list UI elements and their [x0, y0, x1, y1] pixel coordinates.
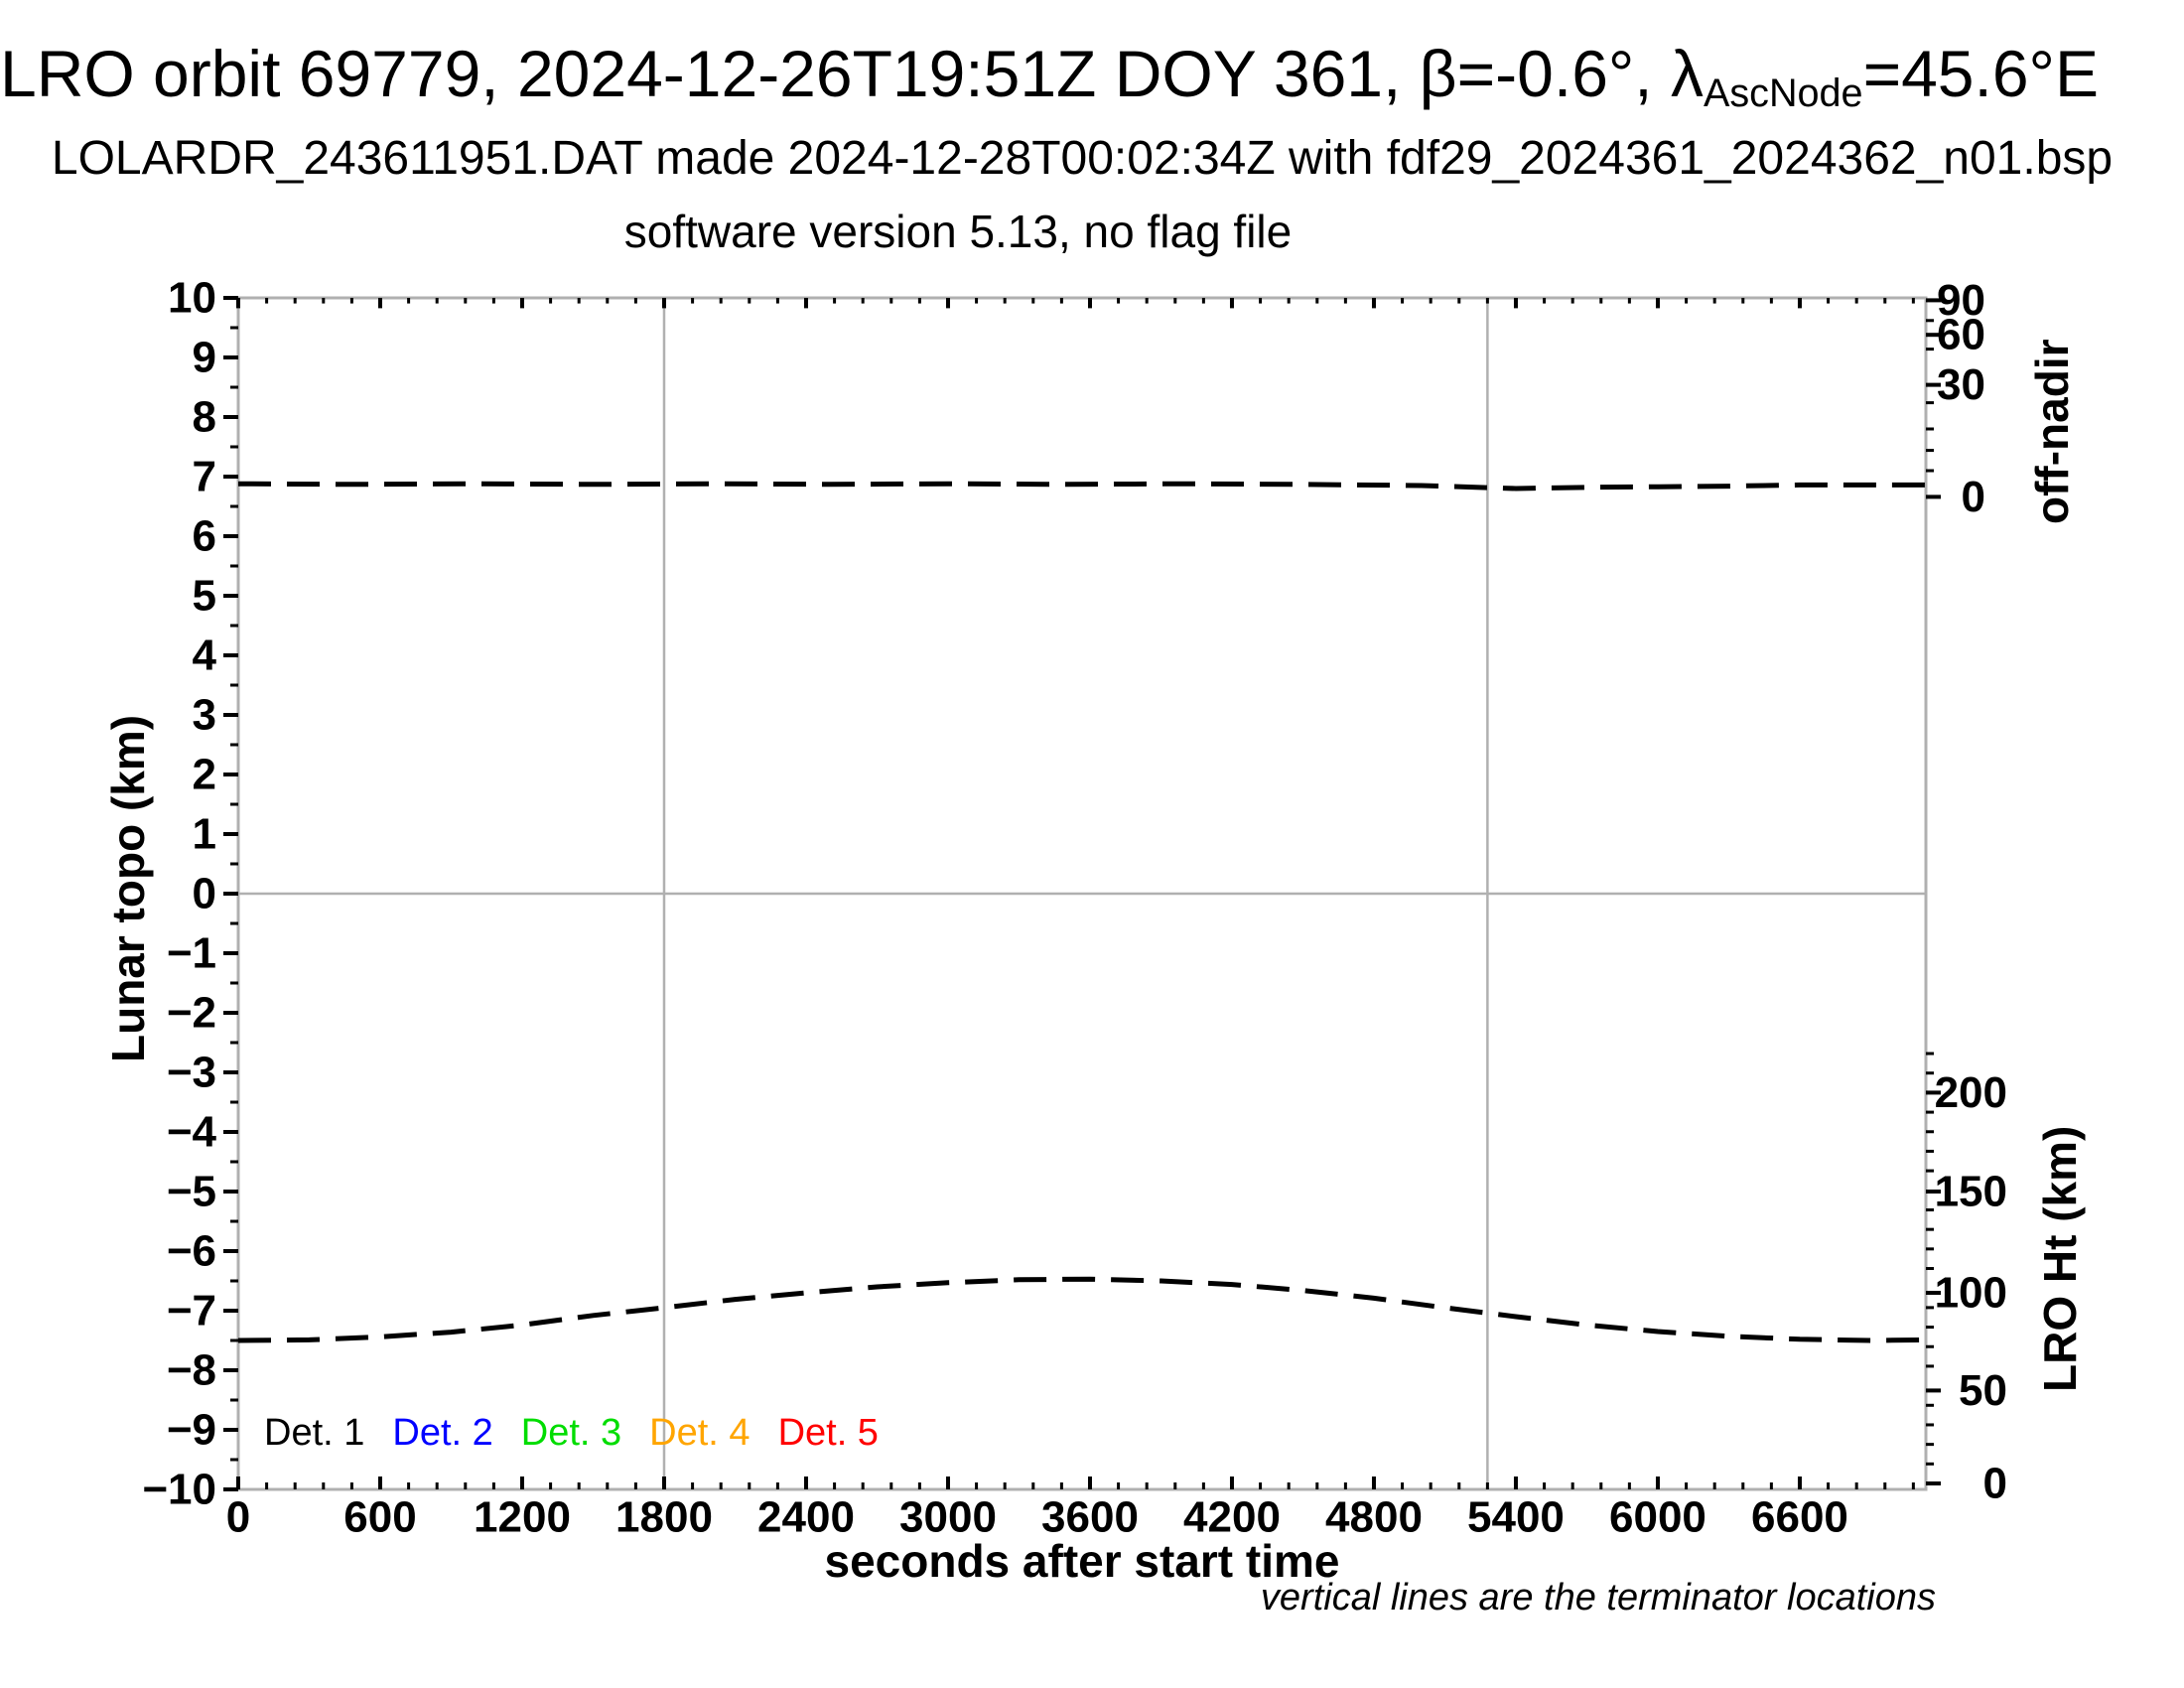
- y-left-tick-label: 3: [193, 691, 216, 740]
- series-lro-height: [237, 1276, 1927, 1343]
- legend-item-det-1: Det. 1: [264, 1412, 365, 1454]
- y-left-tick-label: −2: [167, 989, 216, 1038]
- y-left-tick-label: −8: [167, 1346, 216, 1395]
- y-left-tick-label: 9: [193, 334, 216, 382]
- y-left-tick-label: 10: [168, 274, 216, 323]
- y-axis-label-lunar-topo: Lunar topo (km): [102, 714, 154, 1062]
- y-left-tick-label: 1: [193, 810, 216, 859]
- legend-item-det-5: Det. 5: [777, 1412, 879, 1454]
- x-axis-tick-label: 600: [343, 1493, 416, 1542]
- legend-item-det-2: Det. 2: [392, 1412, 493, 1454]
- x-axis-tick-label: 3600: [1041, 1493, 1139, 1542]
- plot-subtitle-software-version: software version 5.13, no flag file: [623, 206, 1293, 257]
- x-axis-tick-label: 6600: [1751, 1493, 1848, 1542]
- x-axis-tick-label: 5400: [1467, 1493, 1565, 1542]
- lro-ht-tick-label: 200: [1935, 1068, 2007, 1117]
- lro-ht-tick-label: 150: [1935, 1168, 2007, 1216]
- x-axis-tick-label: 6000: [1609, 1493, 1706, 1542]
- y-left-tick-label: −9: [167, 1406, 216, 1455]
- off-nadir-tick-label: 30: [1937, 360, 1985, 409]
- x-axis-label: seconds after start time: [824, 1535, 1340, 1587]
- plot-title-text: LRO orbit 69779, 2024-12-26T19:51Z DOY 3…: [0, 37, 1704, 110]
- detector-legend: Det. 1 Det. 2 Det. 3 Det. 4 Det. 5: [264, 1412, 906, 1455]
- y-left-tick-label: 8: [193, 393, 216, 442]
- y-left-tick-label: 6: [193, 512, 216, 561]
- plot-title: LRO orbit 69779, 2024-12-26T19:51Z DOY 3…: [0, 36, 2099, 116]
- x-axis-tick-label: 2400: [757, 1493, 855, 1542]
- y-left-tick-label: −6: [167, 1227, 216, 1276]
- x-axis-tick-label: 4800: [1325, 1493, 1423, 1542]
- off-nadir-tick-label: 60: [1937, 311, 1985, 359]
- y-left-tick-label: 5: [193, 572, 216, 621]
- off-nadir-tick-label: 90: [1937, 276, 1985, 325]
- series-off-nadir: [237, 481, 1926, 492]
- y-left-tick-label: −7: [167, 1287, 216, 1336]
- y-left-tick-label: −3: [167, 1049, 216, 1097]
- plot-title-suffix: =45.6°E: [1862, 37, 2099, 110]
- x-axis-tick-label: 1200: [474, 1493, 571, 1542]
- off-nadir-tick-label: 0: [1962, 473, 1985, 521]
- y-left-tick-label: 4: [193, 632, 217, 680]
- y-left-tick-label: −5: [167, 1168, 216, 1216]
- x-axis-tick-label: 1800: [615, 1493, 713, 1542]
- lro-ht-tick-label: 100: [1935, 1269, 2007, 1318]
- y-left-tick-label: −4: [167, 1108, 217, 1157]
- y-axis-label-off-nadir: off-nadir: [2026, 339, 2078, 524]
- terminator-note: vertical lines are the terminator locati…: [1260, 1577, 1936, 1618]
- lro-ht-tick-label: 0: [1983, 1460, 2007, 1508]
- y-left-tick-label: 0: [193, 870, 216, 918]
- y-left-tick-label: 2: [193, 751, 216, 799]
- y-left-tick-label: 7: [193, 453, 216, 501]
- x-axis-tick-label: 0: [226, 1493, 250, 1542]
- y-axis-label-lro-ht: LRO Ht (km): [2034, 1125, 2086, 1392]
- plot-subtitle-filename: LOLARDR_243611951.DAT made 2024-12-28T00…: [51, 132, 2114, 185]
- legend-item-det-4: Det. 4: [649, 1412, 751, 1454]
- legend-item-det-3: Det. 3: [520, 1412, 622, 1454]
- x-axis-tick-label: 4200: [1183, 1493, 1281, 1542]
- y-left-tick-label: −1: [167, 929, 216, 978]
- y-left-tick-label: −10: [142, 1466, 216, 1514]
- x-axis-tick-label: 3000: [899, 1493, 997, 1542]
- lro-ht-tick-label: 50: [1959, 1366, 2007, 1415]
- plot-title-subscript: AscNode: [1703, 70, 1863, 115]
